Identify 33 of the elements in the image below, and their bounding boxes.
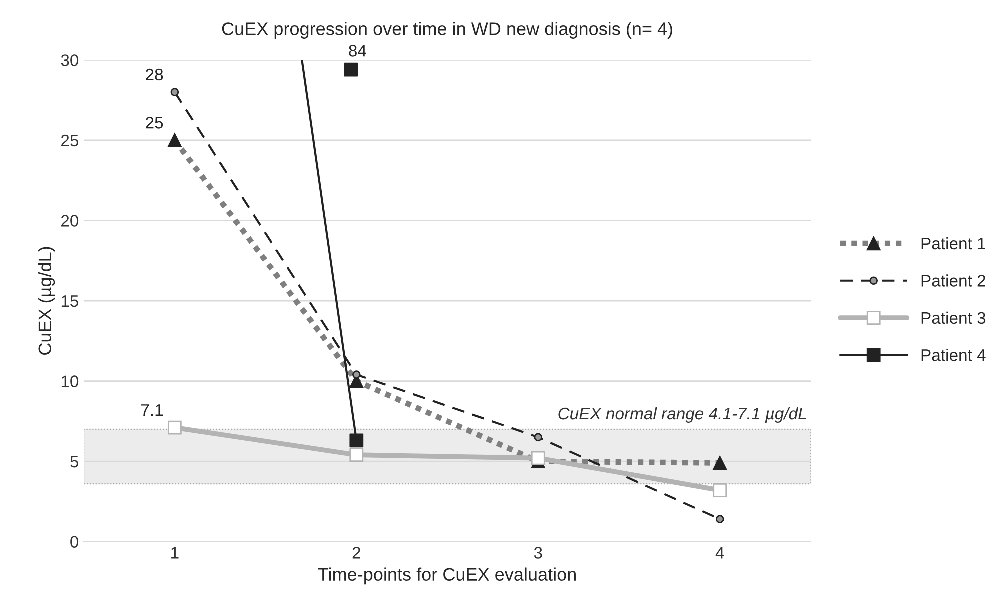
x-tick-label: 3	[534, 547, 542, 559]
point	[352, 370, 361, 380]
point	[350, 448, 364, 462]
data-label: 28	[146, 68, 164, 81]
y-tick-label: 30	[61, 54, 79, 66]
y-tick-label: 10	[62, 376, 79, 388]
y-tick-label: 25	[62, 134, 79, 147]
x-axis-title: Time-points for CuEX evaluation	[318, 568, 576, 585]
point	[716, 515, 724, 524]
legend-label: Patient 2	[922, 274, 986, 287]
y-tick-label: 5	[70, 456, 79, 468]
x-tick-label: 1	[172, 547, 179, 559]
legend-label: Patient 1	[922, 237, 986, 250]
data-label: 7.1	[142, 404, 164, 416]
point	[713, 483, 728, 498]
legend-label: Patient 3	[922, 312, 986, 324]
annotation: 84	[349, 45, 366, 57]
point	[531, 451, 546, 466]
point	[344, 62, 358, 77]
point	[534, 433, 543, 442]
x-tick-label: 2	[352, 547, 360, 559]
legend-label: Patient 4	[922, 349, 986, 362]
chart-title: CuEX progression over time in WD new diagnosis (n= 4)	[222, 22, 672, 39]
y-axis-title: CuEX (µg/dL)	[38, 247, 56, 355]
point	[168, 420, 182, 435]
y-tick-label: 20	[62, 215, 79, 227]
data-label: 25	[146, 117, 164, 129]
x-tick-label: 4	[716, 547, 724, 559]
y-tick-label: 0	[70, 536, 79, 548]
band-label: CuEX normal range 4.1-7.1 µg/dL	[558, 407, 806, 424]
y-tick-label: 15	[62, 296, 79, 308]
point	[170, 88, 180, 96]
point	[350, 434, 364, 448]
